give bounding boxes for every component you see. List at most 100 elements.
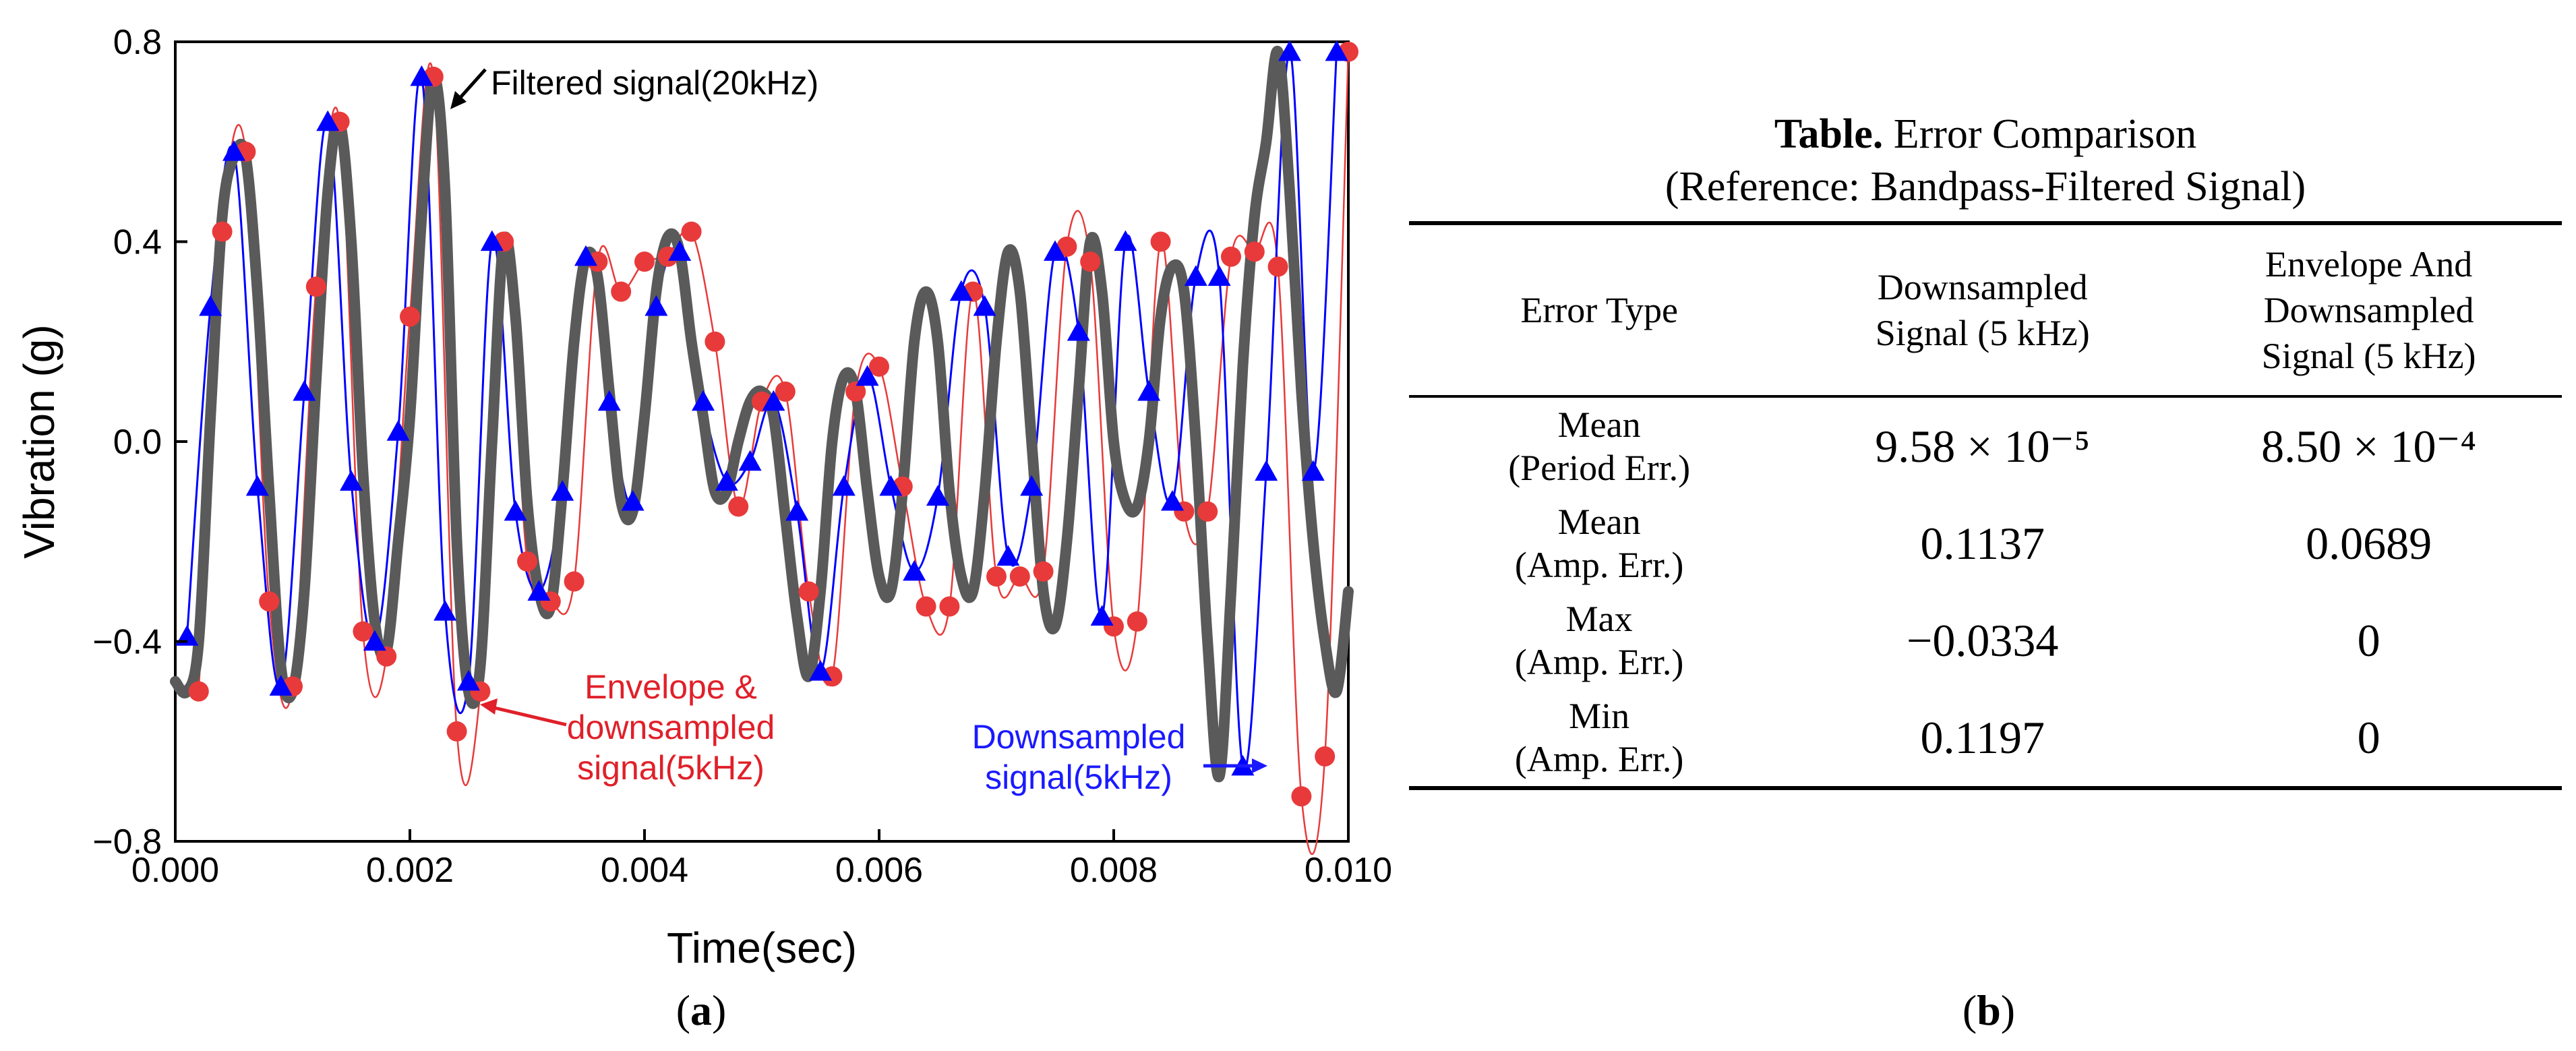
downsampled-point (692, 390, 715, 411)
downsampled-point (527, 580, 551, 601)
downsampled-point (903, 560, 926, 581)
y-tick-label: 0.4 (113, 223, 162, 262)
downsampled-label-line-1: Downsampled (972, 718, 1186, 756)
envelope-point (798, 581, 819, 602)
downsampled-point (1114, 230, 1137, 251)
downsampled-arrow-head (1252, 758, 1267, 773)
downsampled-point (1207, 265, 1231, 286)
row-error-type: Max (Amp. Err.) (1409, 592, 1789, 689)
envelope-point (446, 721, 467, 742)
downsampled-point (480, 230, 504, 251)
axis-ticks: 0.000 0.002 0.004 0.006 0.008 0.010 −0.8 −0.4 0.… (92, 23, 1392, 890)
row-error-type-line-1: Max (1565, 599, 1633, 639)
cell-downsampled: 0.1197 (1920, 711, 2045, 763)
envelope-point (1221, 246, 1241, 267)
table-row: Mean (Period Err.) 9.58 × 10⁻⁵ 8.50 × 10… (1409, 396, 2562, 495)
downsampled-point (738, 450, 762, 471)
downsampled-point (340, 470, 363, 491)
cell-envelope: 0 (2357, 711, 2380, 763)
filtered-arrow-head (450, 91, 467, 109)
envelope-point (775, 381, 796, 402)
filtered-arrow-line (456, 68, 487, 102)
downsampled-point (715, 470, 738, 491)
envelope-point (939, 596, 960, 617)
envelope-arrow-head (480, 698, 498, 715)
downsampled-point (433, 600, 457, 621)
downsampled-point (199, 295, 222, 316)
row-error-type-line-2: (Amp. Err.) (1514, 642, 1684, 682)
downsampled-point (1137, 380, 1161, 401)
cell-envelope: 0 (2357, 614, 2380, 666)
envelope-point (1291, 786, 1312, 807)
envelope-point (564, 571, 585, 592)
downsampled-label-line-2: signal(5kHz) (985, 758, 1172, 796)
envelope-point (1315, 746, 1336, 767)
caption-b-label: b (1977, 986, 2001, 1034)
envelope-point (1056, 236, 1077, 257)
downsampled-point (762, 390, 785, 411)
table-header-row: Error Type Downsampled Signal (5 kHz) En… (1409, 223, 2562, 396)
envelope-point (681, 221, 702, 242)
envelope-point (1197, 501, 1218, 522)
plot-content (170, 40, 1358, 855)
table-subtitle: (Reference: Bandpass-Filtered Signal) (1665, 164, 2306, 210)
header-envelope-line-3: Signal (5 kHz) (2261, 336, 2476, 376)
row-error-type: Mean (Amp. Err.) (1409, 495, 1789, 592)
downsampled-point (832, 475, 856, 496)
envelope-point (1033, 561, 1054, 582)
envelope-point (869, 356, 889, 377)
envelope-point (587, 251, 608, 272)
downsampled-point (574, 245, 597, 266)
envelope-arrow-line (488, 704, 567, 727)
filtered-series-line (170, 45, 1354, 783)
envelope-point (657, 246, 678, 267)
downsampled-point (1325, 40, 1348, 61)
downsampled-point (1161, 489, 1184, 511)
y-tick-label: −0.8 (92, 822, 162, 862)
downsampled-point (457, 669, 480, 691)
header-envelope-line-2: Downsampled (2263, 290, 2474, 330)
downsampled-point (386, 420, 410, 441)
cell-downsampled: 9.58 × 10⁻⁵ (1875, 420, 2091, 472)
envelope-point (705, 331, 725, 352)
cell-downsampled: −0.0334 (1907, 614, 2059, 666)
downsampled-point (1090, 605, 1114, 626)
vibration-chart: 0.000 0.002 0.004 0.006 0.008 0.010 −0.8 −0.4 0.… (15, 23, 1392, 972)
downsampled-point (1255, 460, 1278, 481)
header-downsampled-line-2: Signal (5 kHz) (1875, 313, 2090, 353)
cell-downsampled: 0.1137 (1920, 517, 2045, 569)
downsampled-point (410, 65, 433, 86)
envelope-point (259, 591, 280, 612)
downsampled-point (1184, 265, 1207, 286)
envelope-point (986, 566, 1007, 587)
row-error-type: Mean (Period Err.) (1409, 396, 1789, 495)
downsampled-point (1278, 40, 1301, 61)
header-envelope-line-1: Envelope And (2265, 244, 2473, 284)
row-error-type-line-1: Min (1569, 696, 1630, 736)
header-envelope: Envelope And Downsampled Signal (5 kHz) (2176, 223, 2562, 396)
caption-a: (a) (676, 986, 727, 1034)
caption-b: (b) (1963, 986, 2015, 1034)
downsampled-point (785, 500, 809, 521)
error-table: Error Type Downsampled Signal (5 kHz) En… (1409, 221, 2562, 790)
x-tick-label: 0.004 (601, 851, 688, 890)
downsampled-point (363, 630, 386, 651)
caption-a-label: a (690, 986, 712, 1034)
downsampled-point (597, 390, 621, 411)
downsampled-point (809, 659, 832, 681)
envelope-point (376, 646, 397, 667)
envelope-point (845, 381, 866, 402)
envelope-point (1267, 256, 1288, 277)
y-axis-title: Vibration (g) (15, 324, 63, 558)
downsampled-point (973, 295, 996, 316)
downsampled-point (269, 675, 293, 696)
cell-envelope: 8.50 × 10⁻⁴ (2261, 420, 2477, 472)
downsampled-point (1020, 475, 1044, 496)
downsampled-point (856, 365, 879, 386)
envelope-point (212, 221, 233, 242)
table-title-bold: Table. (1774, 111, 1884, 157)
x-tick-label: 0.010 (1305, 851, 1392, 890)
downsampled-point (1067, 320, 1090, 341)
y-tick-label: 0.0 (113, 423, 162, 462)
envelope-point (1009, 566, 1030, 587)
